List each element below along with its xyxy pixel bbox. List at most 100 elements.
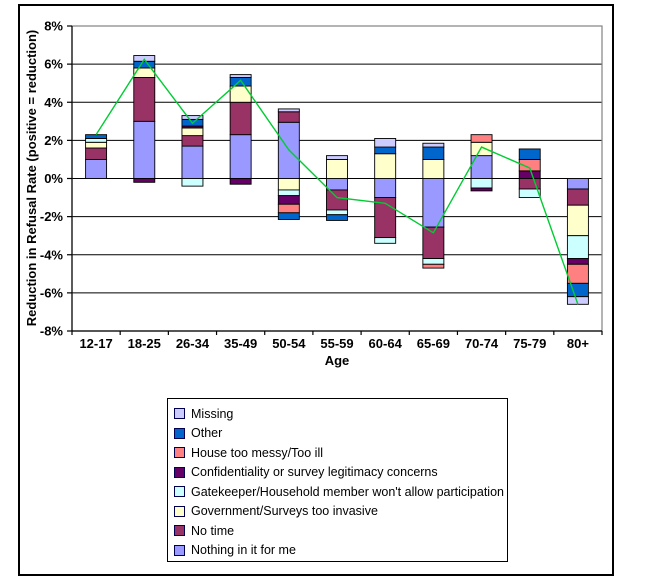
bar-segment bbox=[423, 147, 444, 159]
legend-item: Nothing in it for me bbox=[174, 541, 507, 561]
bar-segment bbox=[375, 147, 396, 154]
bar-segment bbox=[230, 179, 251, 185]
bar-segment bbox=[182, 146, 203, 178]
bar-segment bbox=[134, 179, 155, 183]
y-tick-label: 6% bbox=[44, 57, 63, 72]
x-category-label: 12-17 bbox=[79, 336, 112, 351]
bar-segment bbox=[278, 213, 299, 220]
legend-item: No time bbox=[174, 521, 507, 541]
y-tick-label: 0% bbox=[44, 171, 63, 186]
bar-segment bbox=[230, 75, 251, 78]
bar-segment bbox=[230, 86, 251, 102]
legend-item: House too messy/Too ill bbox=[174, 443, 507, 463]
y-tick-label: 2% bbox=[44, 133, 63, 148]
bar-segment bbox=[375, 138, 396, 147]
bar-segment bbox=[278, 179, 299, 190]
y-tick-label: 4% bbox=[44, 95, 63, 110]
bar-segment bbox=[230, 102, 251, 134]
bar-segment bbox=[86, 138, 107, 142]
x-category-label: 60-64 bbox=[369, 336, 403, 351]
bar-segment bbox=[86, 135, 107, 139]
legend-swatch-icon bbox=[174, 506, 185, 517]
bar-segment bbox=[327, 179, 348, 190]
legend-swatch-icon bbox=[174, 467, 185, 478]
bar-segment bbox=[278, 196, 299, 205]
bar-segment bbox=[327, 190, 348, 210]
x-category-label: 18-25 bbox=[128, 336, 161, 351]
bar-segment bbox=[471, 142, 492, 155]
bar-segment bbox=[423, 264, 444, 268]
bar-segment bbox=[278, 190, 299, 196]
x-axis-title: Age bbox=[72, 353, 602, 368]
bar-segment bbox=[327, 210, 348, 215]
legend-item: Other bbox=[174, 424, 507, 444]
bar-segment bbox=[471, 188, 492, 191]
bar-segment bbox=[134, 121, 155, 178]
bar-segment bbox=[86, 142, 107, 148]
legend-label: Gatekeeper/Household member won't allow … bbox=[191, 485, 504, 499]
bar-segment bbox=[471, 179, 492, 189]
legend-label: House too messy/Too ill bbox=[191, 446, 323, 460]
bar-segment bbox=[278, 112, 299, 122]
bar-segment bbox=[134, 77, 155, 121]
bar-segment bbox=[182, 136, 203, 146]
bar-segment bbox=[375, 238, 396, 244]
bar-segment bbox=[423, 143, 444, 147]
legend-label: Nothing in it for me bbox=[191, 543, 296, 557]
bar-segment bbox=[423, 159, 444, 178]
chart-legend: Missing Other House too messy/Too ill Confi… bbox=[167, 398, 508, 562]
x-category-label: 26-34 bbox=[176, 336, 210, 351]
bar-segment bbox=[567, 259, 588, 265]
bar-segment bbox=[278, 109, 299, 112]
bar-segment bbox=[86, 159, 107, 178]
legend-item: Government/Surveys too invasive bbox=[174, 502, 507, 522]
x-category-label: 75-79 bbox=[513, 336, 546, 351]
bar-segment bbox=[375, 179, 396, 198]
bar-segment bbox=[519, 171, 540, 179]
legend-swatch-icon bbox=[174, 525, 185, 536]
legend-label: Other bbox=[191, 426, 222, 440]
bar-segment bbox=[278, 204, 299, 213]
legend-swatch-icon bbox=[174, 447, 185, 458]
bar-segment bbox=[375, 154, 396, 179]
bar-segment bbox=[567, 264, 588, 283]
y-tick-label: -4% bbox=[40, 247, 64, 262]
bar-segment bbox=[567, 189, 588, 205]
bar-segment bbox=[519, 149, 540, 159]
legend-swatch-icon bbox=[174, 545, 185, 556]
legend-label: Government/Surveys too invasive bbox=[191, 504, 378, 518]
stacked-bar-chart: 8% 6% 4% 2% 0% -2% -4% -6% -8% 12-17 18-25 26-34 35-… bbox=[0, 0, 655, 392]
bar-segment bbox=[182, 179, 203, 187]
bar-segment bbox=[567, 236, 588, 259]
legend-item: Confidentiality or survey legitimacy con… bbox=[174, 463, 507, 483]
legend-swatch-icon bbox=[174, 408, 185, 419]
legend-swatch-icon bbox=[174, 486, 185, 497]
bar-segment bbox=[134, 61, 155, 68]
legend-label: Confidentiality or survey legitimacy con… bbox=[191, 465, 438, 479]
legend-items: Missing Other House too messy/Too ill Confi… bbox=[174, 404, 507, 560]
legend-item: Gatekeeper/Household member won't allow … bbox=[174, 482, 507, 502]
x-category-label: 35-49 bbox=[224, 336, 257, 351]
bar-segment bbox=[327, 215, 348, 221]
bar-segment bbox=[230, 135, 251, 179]
bar-segment bbox=[567, 179, 588, 189]
bar-segment bbox=[230, 77, 251, 86]
bar-segment bbox=[423, 259, 444, 265]
bar-segment bbox=[471, 135, 492, 143]
y-tick-label: -6% bbox=[40, 285, 64, 300]
chart-screenshot: 8% 6% 4% 2% 0% -2% -4% -6% -8% 12-17 18-25 26-34 35-… bbox=[0, 0, 655, 584]
legend-item: Missing bbox=[174, 404, 507, 424]
legend-label: Missing bbox=[191, 407, 233, 421]
y-tick-label: -8% bbox=[40, 324, 64, 339]
x-category-label: 50-54 bbox=[272, 336, 306, 351]
legend-label: No time bbox=[191, 524, 234, 538]
x-category-label: 65-69 bbox=[417, 336, 450, 351]
x-category-label: 70-74 bbox=[465, 336, 499, 351]
legend-swatch-icon bbox=[174, 428, 185, 439]
bar-segment bbox=[327, 156, 348, 160]
x-category-label: 55-59 bbox=[320, 336, 353, 351]
bar-segment bbox=[567, 205, 588, 236]
x-category-label: 80+ bbox=[567, 336, 589, 351]
y-tick-label: 8% bbox=[44, 19, 63, 34]
y-tick-label: -2% bbox=[40, 209, 64, 224]
